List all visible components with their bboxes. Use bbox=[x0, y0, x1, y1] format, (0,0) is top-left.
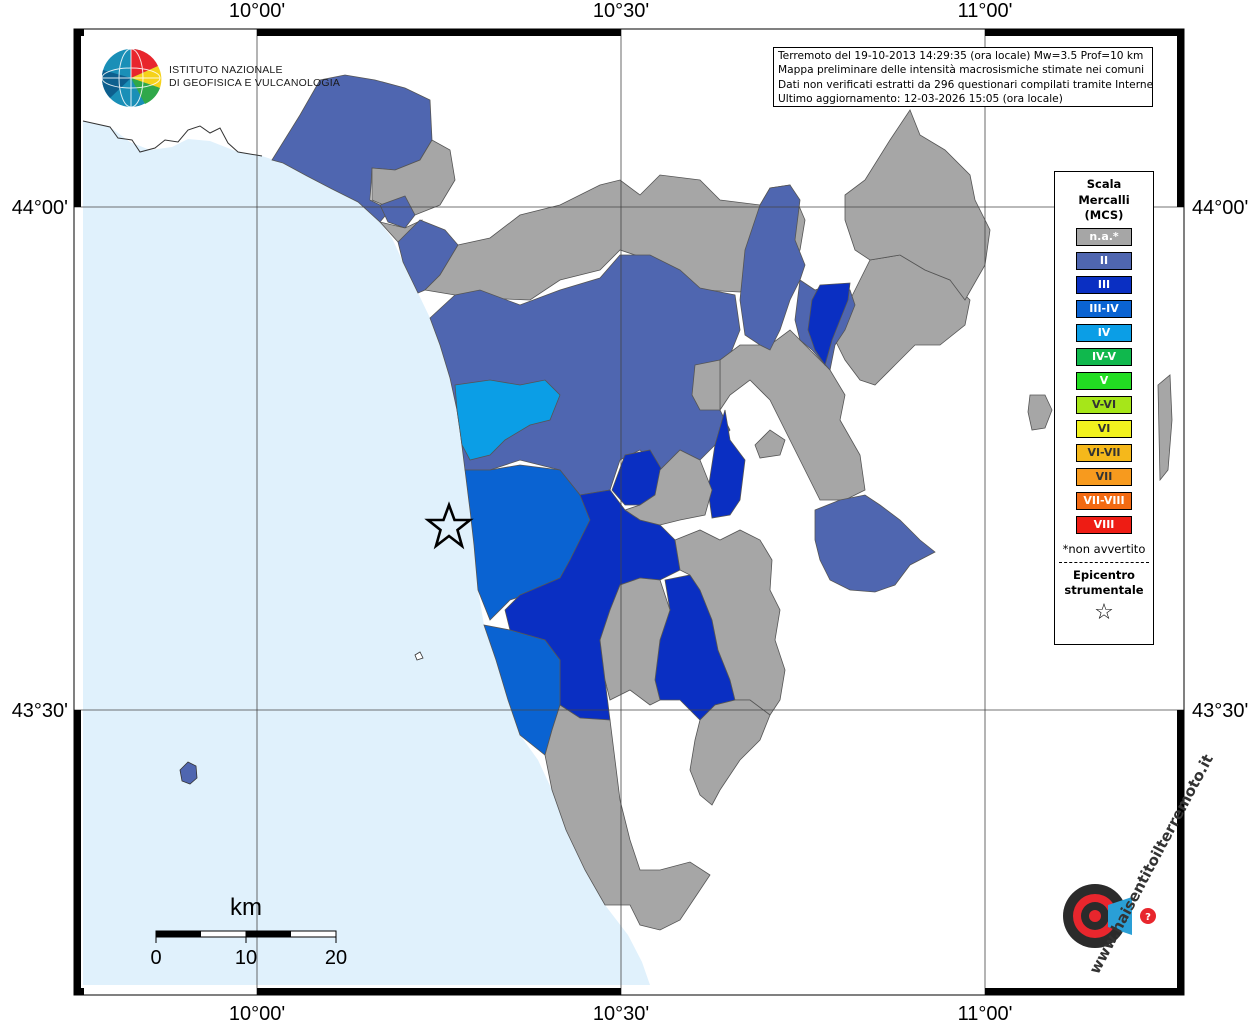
event-info-box: Terremoto del 19-10-2013 14:29:35 (ora l… bbox=[773, 47, 1153, 107]
legend-item: IV-V bbox=[1076, 347, 1132, 366]
ingv-logo-text: ISTITUTO NAZIONALE DI GEOFISICA E VULCAN… bbox=[169, 64, 340, 89]
scale-tick-20: 20 bbox=[325, 947, 347, 969]
legend-item: n.a.* bbox=[1076, 227, 1132, 246]
info-line-3: Dati non verificati estratti da 296 ques… bbox=[778, 78, 1153, 91]
legend-item: IV bbox=[1076, 323, 1132, 342]
legend-title-line-3: (MCS) bbox=[1084, 208, 1124, 222]
lat-label-left-2: 43°30' bbox=[12, 700, 68, 722]
lon-label-top-1: 10°00' bbox=[229, 0, 285, 22]
lon-label-bottom-2: 10°30' bbox=[593, 1003, 649, 1024]
info-line-4: Ultimo aggiornamento: 12-03-2026 15:05 (… bbox=[778, 92, 1063, 105]
legend-star-icon: ☆ bbox=[1094, 599, 1114, 625]
legend-epicenter-line-1: Epicentro bbox=[1073, 567, 1135, 582]
sea-area bbox=[83, 37, 650, 985]
ingv-line-1: ISTITUTO NAZIONALE bbox=[169, 64, 283, 76]
legend-title-line-2: Mercalli bbox=[1078, 192, 1130, 207]
legend-items: n.a.* II III III-IV IV IV-V V V-VI VI VI-VII VII VI… bbox=[1055, 227, 1153, 534]
epicenter-star-icon bbox=[424, 501, 474, 550]
legend-separator bbox=[1059, 561, 1149, 563]
coastline-north bbox=[82, 120, 263, 157]
lat-label-left-1: 44°00' bbox=[12, 197, 68, 219]
legend-item: III bbox=[1076, 275, 1132, 294]
municipalities bbox=[179, 74, 1173, 931]
info-line-2: Mappa preliminare delle intensità macros… bbox=[778, 64, 1145, 77]
legend-item: II bbox=[1076, 251, 1132, 270]
legend-epicenter-line-2: strumentale bbox=[1064, 583, 1144, 597]
lat-label-right-1: 44°00' bbox=[1192, 197, 1248, 219]
intensity-legend: Scala Mercalli (MCS) n.a.* II III III-IV IV I… bbox=[1054, 171, 1154, 645]
legend-item: V-VI bbox=[1076, 395, 1132, 414]
scale-unit: km bbox=[230, 894, 262, 921]
graticule-labels: 10°00' 10°30' 11°00' 10°00' 10°30' 11°00… bbox=[12, 0, 1249, 1024]
legend-item: VI bbox=[1076, 419, 1132, 438]
scale-bar: km 0 10 20 bbox=[150, 894, 347, 969]
legend-epicenter-label: Epicentro strumentale bbox=[1055, 568, 1153, 599]
lon-label-top-2: 10°30' bbox=[593, 0, 649, 22]
lon-label-bottom-1: 10°00' bbox=[229, 1003, 285, 1024]
legend-item: VI-VII bbox=[1076, 443, 1132, 462]
lon-label-top-3: 11°00' bbox=[958, 0, 1013, 22]
lon-label-bottom-3: 11°00' bbox=[958, 1003, 1013, 1024]
lat-label-right-2: 43°30' bbox=[1192, 700, 1248, 722]
map-frame bbox=[73, 28, 1185, 996]
legend-item: VII-VIII bbox=[1076, 491, 1132, 510]
legend-item: VIII bbox=[1076, 515, 1132, 534]
svg-text:?: ? bbox=[1145, 912, 1151, 923]
legend-note: *non avvertito bbox=[1062, 541, 1146, 556]
ingv-line-2: DI GEOFISICA E VULCANOLOGIA bbox=[169, 76, 341, 89]
info-line-1: Terremoto del 19-10-2013 14:29:35 (ora l… bbox=[778, 50, 1144, 62]
graticule bbox=[74, 29, 1184, 995]
scale-tick-10: 10 bbox=[235, 947, 257, 969]
legend-item: V bbox=[1076, 371, 1132, 390]
ingv-globe-icon bbox=[101, 48, 162, 108]
legend-item: III-IV bbox=[1076, 299, 1132, 318]
legend-item: VII bbox=[1076, 467, 1132, 486]
legend-title: Scala Mercalli (MCS) bbox=[1055, 177, 1153, 224]
legend-title-line-1: Scala bbox=[1086, 177, 1122, 191]
scale-tick-0: 0 bbox=[150, 947, 161, 969]
